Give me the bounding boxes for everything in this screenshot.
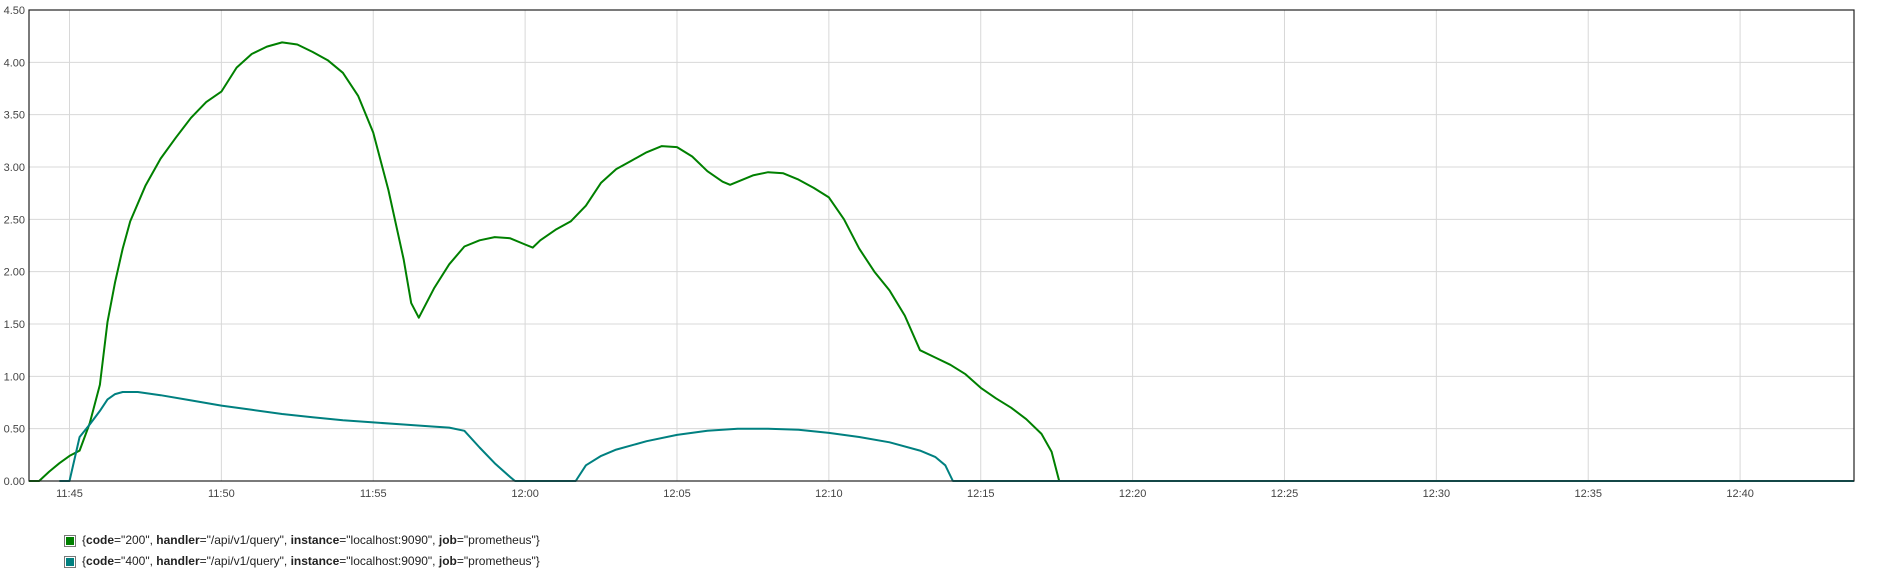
chart-grid	[29, 9, 1854, 482]
series-line-code-200	[29, 41, 1854, 482]
y-tick-label: 0.50	[4, 424, 25, 436]
chart-series-lines	[29, 41, 1854, 482]
legend-swatch-color	[66, 536, 74, 545]
y-tick-label: 0.00	[4, 476, 25, 488]
x-tick-label: 12:35	[1574, 488, 1602, 500]
x-tick-label: 11:45	[56, 488, 83, 500]
x-tick-label: 12:10	[815, 488, 843, 500]
legend-label: {code="400", handler="/api/v1/query", in…	[82, 554, 540, 568]
x-tick-label: 12:25	[1271, 488, 1299, 500]
y-tick-label: 3.00	[4, 162, 25, 174]
y-tick-label: 2.50	[4, 214, 25, 226]
y-tick-label: 1.00	[4, 371, 25, 383]
x-tick-label: 12:20	[1119, 488, 1147, 500]
legend-swatch	[64, 534, 76, 547]
x-tick-label: 12:15	[967, 488, 995, 500]
y-tick-label: 1.50	[4, 319, 25, 331]
x-tick-label: 12:40	[1726, 488, 1754, 500]
y-tick-label: 4.50	[4, 5, 25, 17]
y-tick-label: 3.50	[4, 110, 25, 122]
y-tick-label: 4.00	[4, 57, 25, 69]
legend-swatch	[64, 555, 76, 568]
time-series-chart: 0.00 0.50 1.00 1.50 2.00 2.50 3.00 3.50 4.00 4.50…	[4, 5, 1855, 500]
series-line-code-400	[59, 391, 1854, 482]
plot-frame	[28, 9, 1855, 482]
chart-legend: {code="200", handler="/api/v1/query", in…	[64, 530, 540, 572]
legend-item-code-400[interactable]: {code="400", handler="/api/v1/query", in…	[64, 551, 540, 572]
legend-label: {code="200", handler="/api/v1/query", in…	[82, 533, 540, 547]
y-tick-label: 2.00	[4, 267, 25, 279]
y-axis-labels: 0.00 0.50 1.00 1.50 2.00 2.50 3.00 3.50 4.00 4.50	[4, 5, 25, 488]
legend-swatch-color	[66, 557, 74, 566]
x-tick-label: 12:05	[663, 488, 691, 500]
x-tick-label: 12:00	[511, 488, 539, 500]
x-tick-label: 11:55	[360, 488, 387, 500]
x-tick-label: 12:30	[1423, 488, 1451, 500]
x-axis-labels: 11:45 11:50 11:55 12:00 12:05 12:10 12:15 12:20…	[56, 488, 1754, 500]
legend-item-code-200[interactable]: {code="200", handler="/api/v1/query", in…	[64, 530, 540, 551]
x-tick-label: 11:50	[208, 488, 235, 500]
